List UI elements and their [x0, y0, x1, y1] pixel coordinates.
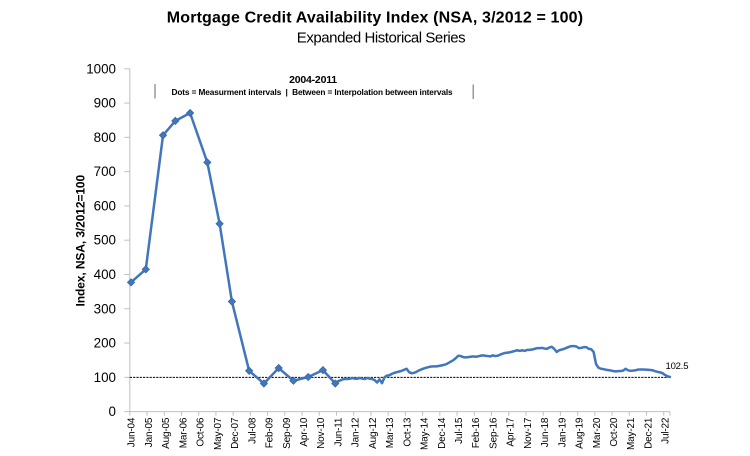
- svg-text:Aug-19: Aug-19: [575, 417, 586, 449]
- svg-text:600: 600: [94, 198, 116, 213]
- svg-text:Index, NSA, 3/2012=100: Index, NSA, 3/2012=100: [74, 175, 88, 307]
- svg-text:Jan-05: Jan-05: [144, 417, 155, 447]
- svg-text:Aug-12: Aug-12: [368, 417, 379, 449]
- svg-text:100: 100: [94, 370, 116, 385]
- svg-text:Aug-05: Aug-05: [161, 417, 172, 449]
- svg-text:May-21: May-21: [626, 417, 637, 450]
- svg-text:Jun-04: Jun-04: [127, 417, 138, 447]
- svg-text:500: 500: [94, 233, 116, 248]
- svg-text:Dec-07: Dec-07: [230, 417, 241, 449]
- svg-text:400: 400: [94, 267, 116, 282]
- svg-text:Expanded Historical Series: Expanded Historical Series: [297, 29, 465, 46]
- svg-text:Dec-21: Dec-21: [643, 417, 654, 449]
- svg-text:Jan-19: Jan-19: [557, 417, 568, 447]
- svg-text:Apr-17: Apr-17: [506, 417, 517, 446]
- svg-text:800: 800: [94, 130, 116, 145]
- svg-text:Jul-22: Jul-22: [661, 417, 672, 444]
- svg-text:Apr-10: Apr-10: [299, 417, 310, 446]
- svg-text:Dots = Measurment intervals |: Dots = Measurment intervals | Between = …: [172, 87, 454, 97]
- svg-text:Sep-09: Sep-09: [282, 417, 293, 449]
- svg-text:2004-2011: 2004-2011: [289, 74, 337, 86]
- svg-text:1000: 1000: [86, 61, 116, 76]
- svg-text:Mar-06: Mar-06: [178, 417, 189, 448]
- svg-text:200: 200: [94, 336, 116, 351]
- svg-text:300: 300: [94, 301, 116, 316]
- svg-text:Mar-20: Mar-20: [592, 417, 603, 448]
- svg-text:May-14: May-14: [420, 417, 431, 450]
- svg-text:Feb-16: Feb-16: [471, 417, 482, 448]
- svg-text:Jan-12: Jan-12: [351, 417, 362, 447]
- svg-text:Jun-18: Jun-18: [540, 417, 551, 447]
- svg-text:900: 900: [94, 96, 116, 111]
- svg-text:Oct-06: Oct-06: [196, 417, 207, 446]
- svg-text:Nov-17: Nov-17: [523, 417, 534, 449]
- svg-text:Jul-15: Jul-15: [454, 417, 465, 444]
- svg-text:Sep-16: Sep-16: [488, 417, 499, 449]
- svg-text:Mar-13: Mar-13: [385, 417, 396, 448]
- svg-text:Dec-14: Dec-14: [437, 417, 448, 449]
- svg-text:Jul-08: Jul-08: [247, 417, 258, 444]
- svg-text:Jun-11: Jun-11: [333, 417, 344, 446]
- svg-text:102.5: 102.5: [666, 361, 689, 372]
- svg-text:Feb-09: Feb-09: [265, 417, 276, 448]
- svg-text:Mortgage Credit Availability I: Mortgage Credit Availability Index (NSA,…: [167, 9, 583, 26]
- svg-text:Oct-20: Oct-20: [609, 417, 620, 446]
- svg-text:Oct-13: Oct-13: [402, 417, 413, 446]
- svg-text:May-07: May-07: [213, 417, 224, 450]
- svg-text:0: 0: [109, 404, 116, 419]
- svg-text:700: 700: [94, 164, 116, 179]
- svg-text:Nov-10: Nov-10: [316, 417, 327, 449]
